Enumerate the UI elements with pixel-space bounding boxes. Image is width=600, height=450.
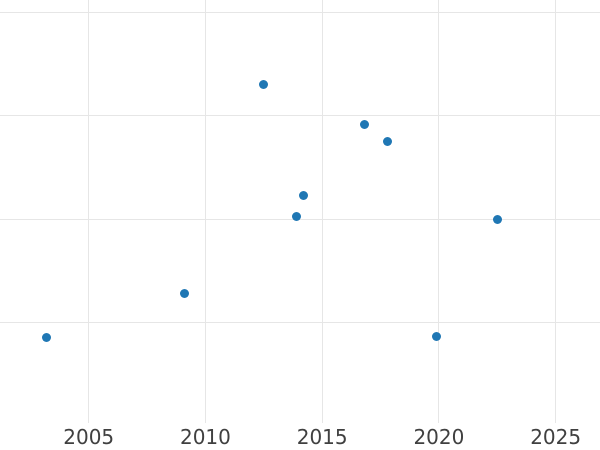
vertical-gridline [88, 0, 90, 423]
vertical-gridline [555, 0, 557, 423]
x-tick-label: 2005 [63, 425, 115, 449]
data-point [179, 289, 189, 299]
horizontal-gridline [0, 115, 600, 117]
vertical-gridline [321, 0, 323, 423]
horizontal-gridline [0, 11, 600, 13]
x-tick-label: 2020 [413, 425, 465, 449]
data-point [359, 119, 369, 129]
x-tick-label: 2025 [530, 425, 582, 449]
data-point [42, 332, 52, 342]
x-axis: 2005 2010 2015 2020 2025 [0, 423, 600, 450]
plot-area [0, 0, 600, 423]
data-point [291, 211, 301, 221]
horizontal-gridline [0, 322, 600, 324]
data-point [259, 80, 269, 90]
data-point [299, 190, 308, 200]
data-point [432, 331, 442, 341]
data-point [383, 137, 393, 147]
vertical-gridline [204, 0, 206, 423]
x-tick-label: 2010 [179, 425, 231, 449]
vertical-gridline [438, 0, 440, 423]
data-point [492, 214, 502, 224]
x-tick-label: 2015 [296, 425, 348, 449]
